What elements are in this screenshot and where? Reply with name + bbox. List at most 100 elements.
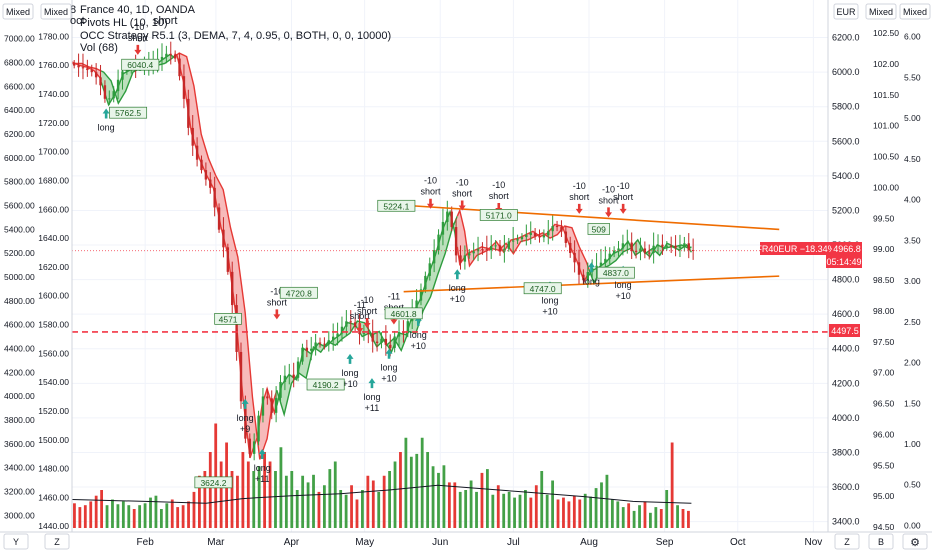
arrow-up-icon	[346, 353, 354, 364]
volume-bar	[437, 472, 440, 528]
ribbon-slow-line	[393, 215, 458, 353]
right-mixed-1-tick-label: 102.50	[873, 28, 899, 38]
candle-up	[617, 248, 620, 251]
short-signal-label: -10	[424, 176, 437, 186]
time-tick-label: Jun	[432, 537, 448, 548]
channel-trendline	[403, 275, 780, 293]
candle-up	[380, 338, 383, 343]
volume-bar	[665, 490, 669, 528]
candle-up	[397, 332, 401, 337]
volume-bar	[594, 488, 598, 528]
volume-bar	[214, 423, 218, 528]
pivot-label-text: 4747.0	[530, 284, 556, 294]
volume-bar	[339, 490, 343, 528]
pivot-label-box	[479, 209, 518, 221]
left-inner-tick-label: 1500.00	[38, 435, 69, 445]
candle-down	[323, 343, 326, 345]
bottom-button-y[interactable]: Y	[3, 533, 29, 550]
volume-bar	[589, 496, 593, 528]
candle-down	[178, 58, 181, 77]
candle-up	[424, 275, 427, 290]
volume-bar	[399, 452, 402, 528]
bottom-button-z-right[interactable]: Z	[834, 533, 860, 550]
long-signal-label: long	[381, 363, 398, 373]
arrow-down-icon	[619, 203, 627, 214]
legend-symbol[interactable]: France 40, 1D, OANDA	[80, 4, 196, 16]
candle-down	[191, 127, 194, 146]
scale-button-right-1-label: Mixed	[869, 7, 893, 17]
bottom-button-b[interactable]: B	[868, 533, 894, 550]
bottom-button-z-left[interactable]: Z	[44, 533, 70, 550]
long-signal: long+11	[363, 378, 380, 413]
volume-bar	[649, 512, 652, 528]
volume-bar	[138, 505, 142, 528]
short-signal-label: -10	[361, 295, 374, 305]
candle-up	[463, 255, 467, 262]
legend-strategy[interactable]: OCC Strategy R5.1 (3, DEMA, 7, 4, 0.95, …	[80, 30, 391, 42]
scale-button-right-2-label: Mixed	[903, 7, 927, 17]
volume-bar	[89, 501, 93, 528]
scale-button-right-2[interactable]: Mixed	[899, 3, 931, 20]
scale-button-left-outer-label: Mixed	[6, 7, 30, 17]
volume-bar	[502, 493, 506, 528]
scale-button-right-1[interactable]: Mixed	[865, 3, 897, 20]
ribbon-band-up	[276, 326, 346, 415]
volume-bar	[344, 494, 348, 528]
long-signal: long+9	[237, 398, 254, 434]
candle-up	[327, 340, 330, 345]
pivot-label-box	[523, 282, 562, 295]
volume-bar	[301, 475, 305, 528]
volume-bar	[208, 452, 212, 528]
short-signal-label: -10	[270, 286, 283, 296]
volume-bar	[252, 471, 256, 528]
volume-bar	[322, 485, 326, 528]
candle-up	[652, 245, 655, 253]
settings-button[interactable]: ⚙	[902, 533, 928, 550]
price-tick-label: 3800.0	[832, 447, 860, 457]
left-inner-tick-label: 1560.00	[38, 348, 69, 358]
currency-button-label: EUR	[836, 7, 856, 17]
volume-bar	[578, 499, 582, 528]
left-outer-tick-label: 4600.00	[4, 320, 35, 330]
bottom-button-b-label: B	[878, 537, 884, 547]
price-tick-label: 5800.0	[832, 102, 860, 112]
long-signal-label: +11	[255, 474, 270, 484]
volume-bar	[279, 447, 283, 528]
pivot-label-box	[121, 58, 160, 71]
legend-volume[interactable]: Vol (68)	[80, 42, 118, 54]
candle-down	[349, 321, 352, 323]
price-tick-label: 5600.0	[832, 136, 860, 146]
scale-button-left-inner[interactable]: Mixed	[40, 3, 72, 20]
currency-button[interactable]: EUR	[833, 3, 859, 20]
candle-up	[428, 263, 431, 276]
price-tick-label: 5400.0	[832, 171, 860, 181]
ribbon-band-up	[345, 321, 394, 352]
volume-bar	[442, 465, 446, 528]
candle-up	[283, 375, 287, 382]
legend-pivots[interactable]: Pivots HL (10, 10)	[80, 17, 168, 29]
scale-button-left-outer[interactable]: Mixed	[2, 3, 34, 20]
candle-up	[331, 336, 335, 341]
candle-up	[665, 245, 669, 247]
legend-overflow-top: 8	[70, 4, 76, 16]
candle-down	[86, 68, 89, 71]
candle-down	[90, 70, 93, 73]
volume-bar	[350, 485, 353, 528]
candle-up	[656, 244, 660, 246]
short-signal-label: -11	[354, 300, 366, 310]
candle-up	[516, 239, 519, 241]
right-mixed-1-tick-label: 98.50	[873, 275, 895, 285]
short-signal-label: short	[420, 187, 441, 197]
last-price-tag: FR40EUR −18.34% 4966.8 05:14:49	[756, 242, 862, 268]
pivot-label: 3624.2	[194, 476, 233, 489]
arrow-up-icon	[241, 398, 249, 409]
volume-bar	[469, 480, 473, 528]
volume-bar	[312, 474, 315, 528]
pivot-label: 4837.0	[596, 266, 635, 279]
long-signal-label: long	[410, 330, 427, 340]
pivot-label-box	[109, 106, 148, 119]
candle-down	[99, 77, 102, 86]
